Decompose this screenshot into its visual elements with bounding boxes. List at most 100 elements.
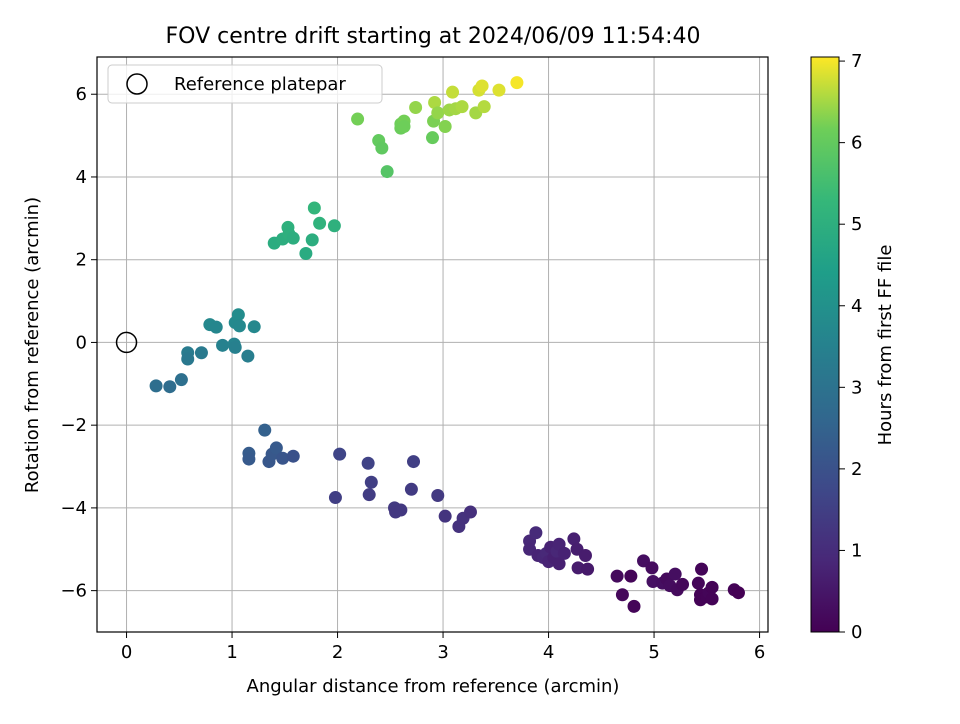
x-tick-label: 3 (437, 642, 448, 663)
data-point (305, 233, 319, 247)
data-point (194, 346, 208, 360)
data-point (351, 112, 365, 126)
data-point (705, 592, 719, 606)
data-point (404, 482, 418, 496)
data-point (510, 76, 524, 90)
data-point (567, 532, 581, 546)
data-point (333, 447, 347, 461)
y-axis-label: Rotation from reference (arcmin) (22, 197, 43, 493)
legend: Reference platepar (107, 64, 383, 104)
plot-frame (96, 56, 769, 633)
colorbar-label: Hours from first FF file (875, 245, 896, 446)
data-point (557, 546, 571, 560)
data-point (313, 216, 327, 230)
data-point (428, 96, 442, 110)
data-point (695, 562, 709, 576)
x-tick-label: 0 (121, 642, 132, 663)
data-point (431, 106, 445, 120)
data-point (364, 475, 378, 489)
y-tick-label: 4 (76, 167, 87, 188)
data-point (286, 231, 300, 245)
data-point (446, 85, 460, 99)
legend-box (107, 64, 383, 104)
data-point (174, 373, 188, 387)
x-tick-label: 2 (332, 642, 343, 663)
colorbar-tick-label: 2 (851, 459, 862, 480)
x-tick-label: 1 (226, 642, 237, 663)
x-axis-ticks: 0 1 2 3 4 5 6 (121, 632, 765, 663)
chart-title: FOV centre drift starting at 2024/06/09 … (166, 24, 701, 49)
data-point (307, 201, 321, 215)
data-point (627, 599, 641, 613)
data-point (258, 423, 272, 437)
data-point (477, 100, 491, 114)
data-point (163, 380, 177, 394)
data-point (299, 246, 313, 260)
colorbar (810, 56, 840, 633)
data-point (676, 577, 690, 591)
reference-platepar-marker (115, 331, 138, 354)
data-point (380, 165, 394, 179)
x-tick-label: 5 (648, 642, 659, 663)
data-point (578, 548, 592, 562)
data-point (409, 100, 423, 114)
data-point (426, 131, 439, 145)
data-point (149, 379, 163, 393)
colorbar-tick-label: 6 (851, 133, 862, 154)
data-point (571, 561, 585, 575)
x-axis-label: Angular distance from reference (arcmin) (247, 676, 620, 697)
data-point (705, 580, 719, 594)
data-point (328, 491, 342, 505)
data-point (438, 509, 452, 523)
data-point (361, 456, 375, 470)
data-point (286, 449, 300, 463)
data-point (552, 557, 566, 571)
data-point (242, 452, 256, 466)
data-point (615, 588, 629, 602)
data-point (610, 569, 624, 583)
y-tick-label: −6 (60, 581, 87, 602)
data-point (228, 340, 242, 354)
colorbar-tick-label: 0 (851, 622, 862, 643)
data-point (407, 455, 421, 469)
colorbar-tick-label: 1 (851, 540, 862, 561)
data-point (668, 567, 682, 581)
colorbar-tick-label: 5 (851, 214, 862, 235)
legend-marker-icon (126, 73, 148, 95)
data-point (691, 576, 705, 590)
colorbar-tick-label: 3 (851, 377, 862, 398)
data-point (475, 79, 489, 93)
data-point (375, 141, 389, 155)
data-point (231, 308, 245, 322)
y-axis-ticks: −6 −4 −2 0 2 4 6 (60, 84, 97, 602)
data-point (463, 505, 477, 519)
grid-lines (97, 57, 768, 632)
data-points (149, 76, 745, 613)
data-point (731, 586, 745, 600)
data-point (362, 488, 376, 502)
data-point (397, 119, 411, 133)
data-point (529, 526, 543, 540)
data-point (216, 338, 230, 352)
data-point (241, 349, 255, 363)
legend-label: Reference platepar (174, 74, 346, 95)
data-point (438, 119, 452, 133)
data-point (327, 219, 341, 233)
data-point (624, 569, 638, 583)
data-point (181, 352, 195, 366)
data-point (247, 320, 261, 334)
data-point (645, 561, 659, 575)
y-tick-label: 6 (76, 84, 87, 105)
y-tick-label: −4 (60, 498, 87, 519)
data-point (492, 83, 506, 97)
data-point (455, 100, 469, 114)
colorbar-tick-label: 4 (851, 296, 862, 317)
colorbar-ticks: 0 1 2 3 4 5 6 7 (839, 51, 862, 643)
y-tick-label: 0 (76, 332, 87, 353)
x-tick-label: 4 (543, 642, 554, 663)
x-tick-label: 6 (754, 642, 765, 663)
data-point (581, 562, 595, 576)
data-point (232, 319, 246, 333)
data-point (431, 488, 445, 502)
